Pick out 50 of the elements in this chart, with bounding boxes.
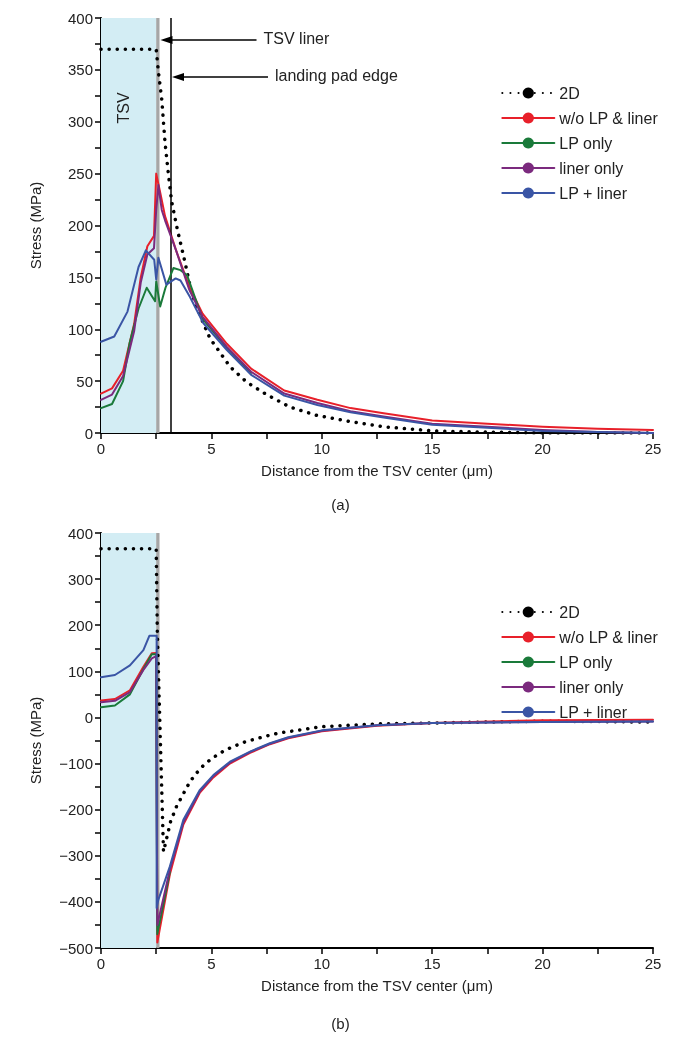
y-tick-label: 400 <box>67 524 93 542</box>
x-tick-label: 25 <box>644 955 662 972</box>
x-tick-label: 15 <box>423 440 441 457</box>
x-tick-label: 5 <box>207 955 216 972</box>
y-tick-label: 250 <box>67 165 93 183</box>
legend-label: LP only <box>559 653 613 671</box>
y-axis-title: Stress (MPa) <box>27 181 44 270</box>
legend-label: w/o LP & liner <box>558 109 659 127</box>
legend-label: 2D <box>559 84 580 102</box>
y-tick-label: 100 <box>67 320 93 338</box>
x-tick-label: 5 <box>207 440 216 457</box>
x-axis-title: Distance from the TSV center (μm) <box>261 462 493 479</box>
legend-label: LP + liner <box>559 184 628 202</box>
ref-line-label: landing pad edge <box>274 66 398 84</box>
y-tick-label: −100 <box>59 755 93 773</box>
x-tick-label: 0 <box>96 440 106 457</box>
y-tick-label: −200 <box>59 801 93 819</box>
x-axis-title: Distance from the TSV center (μm) <box>261 977 493 994</box>
x-tick-label: 25 <box>644 440 662 457</box>
x-tick-label: 10 <box>313 955 331 972</box>
x-tick-label: 20 <box>534 955 551 972</box>
band-label: TSV <box>114 92 132 124</box>
y-tick-label: 100 <box>67 662 93 680</box>
y-tick-label: 0 <box>84 708 93 726</box>
legend-label: w/o LP & liner <box>558 628 659 646</box>
legend-label: LP + liner <box>559 703 628 721</box>
y-axis-title: Stress (MPa) <box>27 696 44 785</box>
y-tick-label: 150 <box>67 268 93 286</box>
text: (b) <box>331 1015 350 1032</box>
y-tick-label: 50 <box>76 372 93 390</box>
y-tick-label: 200 <box>67 616 93 634</box>
x-tick-label: 20 <box>534 440 551 457</box>
y-tick-label: −500 <box>59 939 93 957</box>
y-tick-label: −300 <box>59 847 93 865</box>
legend-label: 2D <box>559 603 580 621</box>
y-tick-label: 300 <box>67 570 93 588</box>
x-tick-label: 15 <box>423 955 441 972</box>
legend-label: liner only <box>559 159 624 177</box>
y-tick-label: 200 <box>67 217 93 234</box>
legend-label: liner only <box>559 678 624 696</box>
y-tick-label: −400 <box>59 893 93 911</box>
legend-label: LP only <box>559 134 613 152</box>
y-tick-label: 400 <box>67 9 93 27</box>
text: (a) <box>331 496 350 513</box>
x-tick-label: 10 <box>313 440 331 457</box>
x-tick-label: 0 <box>96 955 106 972</box>
y-tick-label: 300 <box>67 113 93 131</box>
y-tick-label: 0 <box>84 424 93 442</box>
y-tick-label: 350 <box>67 61 93 79</box>
band-label: TSV liner <box>263 29 330 47</box>
